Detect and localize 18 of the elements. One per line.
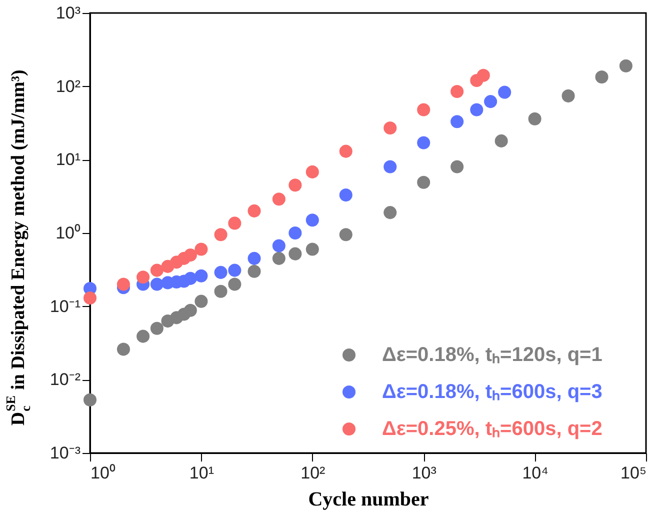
- x-tick-label: 10⁵: [620, 464, 646, 482]
- y-tick-label: 10⁻²: [50, 370, 81, 390]
- y-tick-label: 10⁰: [56, 224, 80, 242]
- y-tick-label: 10²: [56, 76, 81, 96]
- legend-label: Δε=0.18%, tₕ=600s, q=3: [382, 381, 602, 403]
- legend-label: Δε=0.25%, tₕ=600s, q=2: [382, 418, 602, 440]
- x-tick-label: 10⁰: [90, 464, 116, 482]
- x-tick-label: 10¹: [189, 464, 214, 482]
- y-axis-title: DcSE in Dissipated Energy method (mJ/mm³): [3, 70, 33, 426]
- x-tick-label: 10²: [300, 464, 326, 482]
- x-tick-label: 10⁴: [522, 464, 548, 482]
- y-tick-label: 10¹: [56, 150, 81, 170]
- y-tick-label: 10³: [56, 4, 81, 22]
- x-tick-label: 10³: [412, 464, 437, 482]
- y-tick-label: 10⁻¹: [50, 296, 81, 316]
- y-tick-label: 10⁻³: [50, 444, 81, 462]
- x-axis-title: Cycle number: [308, 488, 429, 510]
- legend-label: Δε=0.18%, tₕ=120s, q=1: [382, 344, 602, 366]
